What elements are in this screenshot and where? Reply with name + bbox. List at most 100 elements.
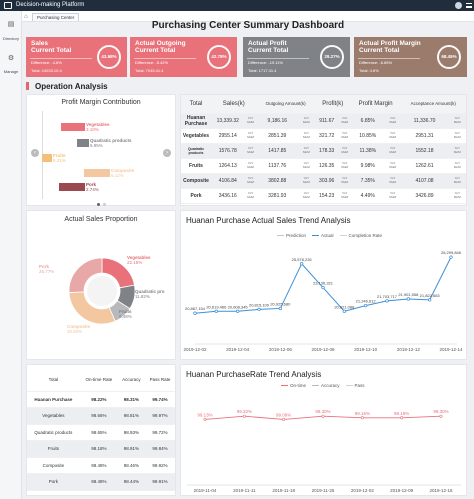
summary-header: Total [181, 95, 211, 114]
data-point[interactable] [364, 303, 368, 308]
data-point[interactable] [257, 307, 261, 312]
table-row[interactable]: Fruits 98.18% 98.91% 99.84% [27, 440, 175, 458]
donut-slice[interactable] [68, 257, 103, 293]
kpi-card[interactable]: Actual Profit Current Total Difference: -1… [243, 37, 350, 77]
margin-bar[interactable] [77, 139, 89, 147]
donut-value: 25.77% [39, 269, 54, 274]
cell-value: 13,339.32 [211, 113, 245, 129]
data-point[interactable] [428, 298, 432, 302]
gear-icon[interactable]: ⚙ [7, 55, 15, 62]
data-point[interactable] [342, 309, 346, 313]
directory-icon[interactable]: ▤ [7, 21, 15, 28]
legend-item[interactable]: On-time [281, 383, 306, 388]
avatar[interactable] [455, 2, 462, 9]
legend-item[interactable]: Prediction [277, 233, 306, 238]
donut-label: Fruits [119, 309, 132, 314]
profit-margin-panel: Profit Margin Contribution ‹ › Vegetable… [26, 94, 176, 206]
kpi-card[interactable]: Actual Outgoing Current Total Difference: … [130, 37, 237, 77]
table-row[interactable]: Composite 98.48% 98.46% 99.92% [27, 457, 175, 474]
kpi-divider [358, 58, 420, 59]
cell-sub: YoY MoM [338, 188, 351, 204]
data-point[interactable] [321, 285, 325, 290]
yoy-label: YoY [389, 161, 396, 165]
data-label: 99.19% [394, 411, 409, 416]
kpi-name-line: Current Total [359, 47, 400, 54]
kpi-divider [247, 58, 309, 59]
table-row[interactable]: Vegetables 2955.14 YoY MoM 2851.39 YoY MoM 321.… [181, 128, 466, 144]
kpi-total: Total: 7045.41.4 [135, 68, 164, 73]
legend-item[interactable]: Actual [312, 233, 334, 238]
data-point[interactable] [236, 309, 240, 313]
cell-value: 9.98% [350, 158, 385, 174]
data-point[interactable] [400, 416, 404, 420]
data-label: 99.13% [197, 412, 212, 417]
yoy-label: YoY [389, 176, 396, 180]
margin-label: Fruits 5.21% [53, 153, 66, 163]
data-point[interactable] [385, 299, 389, 303]
app-logo-icon [4, 2, 12, 9]
margin-bar[interactable] [59, 183, 85, 191]
legend-swatch [277, 235, 284, 237]
yoy-label: YoY [341, 116, 348, 120]
cell-sub: YoY MoM [448, 128, 466, 144]
table-row[interactable]: Huanan Purchase 98.22% 98.31% 99.74% [27, 391, 175, 408]
data-label: 20,621,088 [334, 304, 355, 309]
data-point[interactable] [406, 297, 410, 301]
data-label: 23,136,321 [313, 281, 334, 286]
mom-label: MoM [453, 134, 461, 139]
prev-arrow-icon[interactable]: ‹ [31, 149, 39, 157]
table-row[interactable]: Huanan Purchase 13,339.32 YoY MoM 9,186.16 Yo… [181, 113, 466, 129]
cell-sub: YoY MoM [338, 173, 351, 189]
kpi-card[interactable]: Actual Profit Margin Current Total Differe… [354, 37, 467, 77]
data-point[interactable] [300, 262, 304, 266]
menu-icon[interactable] [466, 3, 472, 8]
donut-value: 22.15% [127, 260, 142, 265]
legend-item[interactable]: Completion Rate [339, 233, 382, 238]
data-point[interactable] [203, 417, 207, 421]
cell-value: 98.81% [117, 407, 145, 425]
margin-bar[interactable] [61, 123, 85, 131]
kpi-name-line: Actual Profit [248, 40, 287, 47]
table-row[interactable]: Composite 4106.84 YoY MoM 3802.88 YoY MoM 303.9… [181, 173, 466, 189]
legend-item[interactable]: Accuracy [312, 383, 340, 388]
table-row[interactable]: Quadratic products 98.65% 98.93% 99.72% [27, 424, 175, 441]
kpi-card[interactable]: Sales Current Total Difference: -4.6% Total… [26, 37, 127, 77]
margin-item-value: 2.74% [86, 187, 99, 192]
data-point[interactable] [278, 306, 282, 311]
mom-label: MoM [389, 194, 397, 199]
home-icon[interactable]: ⌂ [24, 14, 28, 20]
table-row[interactable]: Pork 98.48% 98.44% 99.91% [27, 473, 175, 491]
data-point[interactable] [282, 417, 286, 421]
carousel-dot[interactable] [97, 203, 100, 206]
mom-label: MoM [247, 149, 254, 154]
data-point[interactable] [214, 309, 218, 313]
margin-bar[interactable] [84, 169, 110, 177]
x-tick-label: 2019-11-18 [272, 488, 295, 493]
next-arrow-icon[interactable]: › [163, 149, 171, 157]
table-row[interactable]: Vegetables 98.66% 98.81% 99.97% [27, 407, 175, 425]
table-row[interactable]: Pork 3436.16 YoY MoM 3281.93 YoY MoM 154.23 YoY M… [181, 188, 466, 204]
data-point[interactable] [321, 414, 325, 418]
cell-value: 11.38% [350, 143, 385, 159]
margin-bar[interactable] [42, 154, 52, 162]
data-point[interactable] [449, 255, 453, 259]
table-row[interactable]: Fruits 1264.13 YoY MoM 1137.76 YoY MoM 126.35 Yo… [181, 158, 466, 174]
sidebar-item-manage[interactable]: Manage [3, 69, 19, 74]
carousel-dot[interactable] [103, 203, 106, 206]
data-point[interactable] [193, 311, 197, 315]
data-point[interactable] [360, 416, 364, 420]
mom-label: MoM [303, 119, 310, 124]
sidebar-item-directory[interactable]: Directory [2, 36, 19, 41]
tab-purchasing-center[interactable]: Purchasing Center [32, 13, 80, 21]
yoy-label: YoY [454, 176, 460, 180]
legend-item[interactable]: Pass [345, 383, 365, 388]
mom-label: MoM [303, 149, 310, 154]
data-point[interactable] [242, 414, 246, 418]
yoy-label: YoY [454, 131, 460, 135]
table-row[interactable]: Quadratic products 1576.78 YoY MoM 1417.85 Yo… [181, 143, 466, 159]
margin-label: Composite 6.12% [111, 168, 134, 178]
data-point[interactable] [439, 414, 443, 418]
rate-table: Total On-time Rate Accuracy Pass Rate Hu… [27, 369, 175, 491]
legend-swatch [281, 385, 288, 387]
kpi-percent: 43.58% [97, 45, 121, 69]
